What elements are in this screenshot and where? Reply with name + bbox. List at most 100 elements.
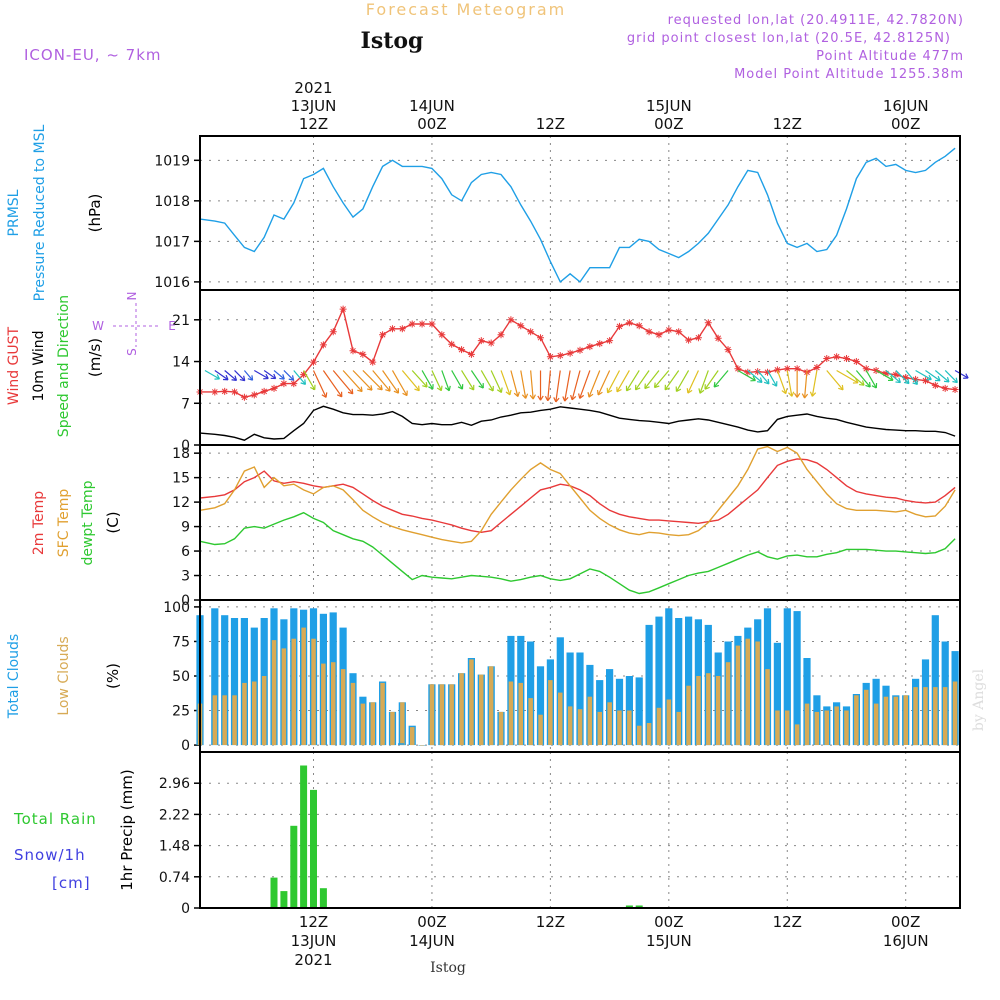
gust-point [477,337,485,345]
time-tick-year: 2021 [294,79,332,97]
bar-total-clouds [556,637,564,746]
wind-arrow-head [587,392,594,398]
bar-low-clouds [735,645,741,746]
wind-arrow-head [606,387,613,394]
wind-arrow [520,370,527,399]
bar-low-clouds [785,710,790,745]
wind-arrow-head [750,375,756,382]
model-altitude: Model Point Altitude 1255.38m [734,67,964,82]
model-name: ICON-EU, ~ 7km [24,46,162,64]
bar-low-clouds [864,689,869,746]
bar-low-clouds [627,710,632,745]
gust-point [813,364,821,371]
wind-arrow-head [704,384,710,390]
bar-low-clouds [696,676,701,746]
wind-arrow [372,370,391,392]
wind-arrow [322,370,343,398]
bar-low-clouds [232,695,237,745]
bar-low-clouds [883,696,889,746]
gust-point [398,325,406,333]
bar-low-clouds [587,696,593,746]
time-tick-hour: 12Z [299,115,328,133]
time-tick-hour: 00Z [891,115,920,133]
wind-arrow-head [529,394,536,400]
y-tick-label: 0 [181,738,190,754]
y-tick-label: 7 [181,396,190,412]
gust-point [586,343,594,351]
wind-arrow [811,370,818,397]
panel-1: 1016 1017 1018 1019 PRMSL Pressure Reduced to… [6,124,961,301]
gust-point [448,340,456,348]
wind-arrow-head [279,374,285,380]
time-tick-date: 13JUN [291,97,337,115]
y-tick-label: 50 [172,669,190,685]
wind-arrow-head [436,385,443,392]
location-title: Istog [361,28,424,54]
wind-arrow-head [263,373,269,380]
bar-total-clouds [773,642,781,746]
chart-title: Forecast Meteogram [366,0,566,19]
gust-point [408,320,416,328]
wind-arrow [925,369,941,382]
wind-arrow-head [793,392,801,398]
bar-total-clouds [645,624,653,746]
wind-arrow-head [935,375,941,382]
wind-arrow-head [239,375,246,382]
bar-total-rain [319,888,327,908]
gust-point [714,334,722,342]
wind-arrow-head [222,374,229,381]
gust-point [270,384,278,392]
wind-arrow-head [644,383,650,390]
bar-total-clouds [240,618,248,746]
gust-point [783,365,791,373]
gust-point [635,322,643,330]
gust-point [458,346,466,354]
bar-low-clouds [745,638,750,746]
gust-point [615,322,623,330]
bar-total-rain [270,877,278,908]
panel-label: Low Clouds [56,636,72,715]
wind-arrow [699,370,709,394]
precip-legend-label: Total Rain [13,810,97,828]
gust-point [596,340,604,348]
wind-arrow [441,370,450,391]
bar-low-clouds [271,640,277,746]
wind-arrow-head [505,389,512,396]
wind-arrow [687,370,699,394]
wind-arrow-head [838,384,844,391]
wind-arrow [564,370,571,402]
y-tick-label: 3 [181,569,190,585]
wind-arrow-head [963,373,969,379]
gust-point [221,387,229,395]
panel-2: 0 7 14 21 Wind GUST 10m Wind Speed and Directi… [6,289,969,454]
gust-point [685,336,693,344]
compass-rose: N S W E [92,292,176,356]
wind-arrow-head [347,388,354,395]
wind-arrow-head [943,376,950,383]
bar-low-clouds [804,703,810,746]
wind-arrow-head [578,393,585,399]
gust-point [823,355,831,363]
wind-arrow [283,370,295,381]
wind-arrow-head [300,379,307,385]
bar-low-clouds [291,638,296,746]
bar-low-clouds [301,627,306,746]
series-line-sfc-temp [199,445,956,544]
requested-coords: requested lon,lat (20.4911E, 42.7820N) [668,13,964,28]
gust-point [566,349,574,357]
time-tick-hour: 12Z [536,913,565,931]
wind-arrow [411,370,428,388]
bar-low-clouds [765,669,770,746]
gust-point [931,381,939,389]
gust-point [517,322,525,330]
wind-arrow-head [763,378,770,385]
time-tick-date: 16JUN [883,97,929,115]
wind-arrow [451,370,463,390]
gust-point [852,358,860,366]
compass-letter: E [168,319,176,333]
wind-arrow-head [912,379,918,385]
gust-point [497,331,505,339]
wind-arrow [579,370,591,399]
wind-arrow [530,370,534,400]
